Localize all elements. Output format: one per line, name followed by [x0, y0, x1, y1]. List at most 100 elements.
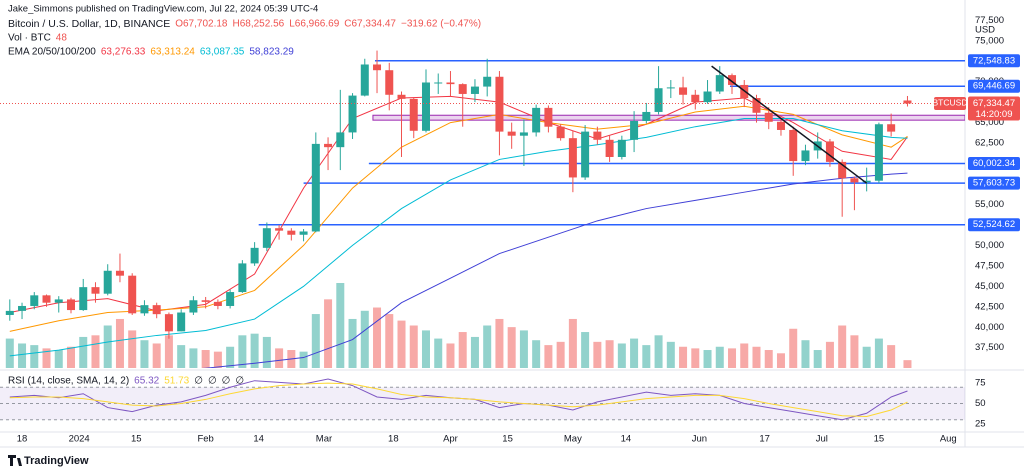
- candle-body: [91, 287, 100, 294]
- candle-body: [776, 121, 785, 130]
- level-label: 57,603.73: [973, 178, 1015, 189]
- volume-bar: [801, 340, 810, 368]
- volume-bar: [446, 343, 455, 368]
- volume-title: Vol · BTC: [8, 33, 51, 44]
- ema-value: 63,313.24: [150, 47, 195, 58]
- ohlc-value: −319.62 (−0.47%): [401, 19, 481, 30]
- volume-bar: [789, 328, 798, 368]
- x-tick-label: Jun: [692, 434, 707, 445]
- currency: USD: [975, 25, 995, 36]
- candle-body: [789, 129, 798, 162]
- y-tick-label: 65,000: [975, 117, 1004, 128]
- candle-body: [287, 230, 296, 235]
- x-tick-label: 14: [621, 434, 632, 445]
- volume-bar: [324, 299, 333, 368]
- volume-bar: [5, 338, 14, 368]
- candle-body: [213, 301, 222, 306]
- countdown: 14:20:09: [976, 109, 1013, 120]
- volume-bar: [813, 350, 822, 368]
- candle-body: [311, 143, 320, 232]
- volume-bar: [128, 330, 137, 368]
- y-tick-label: 42,500: [975, 301, 1004, 312]
- candle-body: [850, 178, 859, 183]
- volume-bar: [66, 346, 75, 368]
- x-tick-label: 2024: [69, 434, 90, 445]
- candle-body: [605, 139, 614, 157]
- x-tick-label: Aug: [940, 434, 957, 445]
- volume-bar: [250, 333, 259, 368]
- last-price-label: 67,334.47: [973, 98, 1015, 109]
- volume-bar: [825, 341, 834, 368]
- x-tick-label: Apr: [443, 434, 458, 445]
- x-tick-label: Jul: [816, 434, 828, 445]
- rsi-line: [9, 382, 908, 418]
- symbol-label: BTCUSD: [933, 98, 968, 108]
- volume-bar: [764, 350, 773, 368]
- volume-bar: [568, 318, 577, 368]
- volume-bar: [703, 350, 712, 368]
- volume-bar: [617, 343, 626, 368]
- volume-bar: [275, 348, 284, 368]
- rsi-extra: ∅: [194, 376, 203, 387]
- ema-line: [201, 172, 908, 368]
- candle-body: [336, 132, 345, 148]
- candle-body: [373, 64, 382, 71]
- candle-body: [140, 305, 149, 314]
- volume-bar: [519, 330, 528, 368]
- candle-body: [801, 150, 810, 162]
- candle-body: [752, 98, 761, 113]
- ema-title: EMA 20/50/100/200: [8, 47, 96, 58]
- candle-body: [201, 300, 210, 302]
- volume-bar: [654, 335, 663, 368]
- candle-body: [825, 141, 834, 162]
- volume-bar: [336, 283, 345, 368]
- candle-body: [581, 131, 590, 178]
- ema-line: [9, 118, 908, 357]
- candle-body: [483, 76, 492, 87]
- volume-bar: [177, 345, 186, 368]
- volume-bar: [213, 351, 222, 368]
- y-tick-label: 37,500: [975, 342, 1004, 353]
- volume-bar: [507, 327, 516, 368]
- last-price-bg: [968, 96, 1020, 121]
- volume-bar: [421, 330, 430, 368]
- y-tick-label: 55,000: [975, 199, 1004, 210]
- x-tick-label: 17: [759, 434, 770, 445]
- ohlc-value: H68,252.56: [232, 19, 284, 30]
- volume-bar: [189, 348, 198, 368]
- level-label: 69,446.69: [973, 81, 1015, 92]
- ohlc-value: O67,702.18: [175, 19, 228, 30]
- level-label: 60,002.34: [973, 158, 1015, 169]
- ohlc-value: C67,334.47: [344, 19, 396, 30]
- level-label-bg: [968, 218, 1020, 232]
- rsi-tick-label: 50: [975, 398, 986, 409]
- rsi-value: 65.32: [134, 376, 159, 387]
- candle-body: [679, 87, 688, 95]
- volume-bar: [874, 338, 883, 368]
- rsi-extra: ∅: [208, 376, 217, 387]
- price-pane: [0, 50, 965, 368]
- volume-bar: [115, 318, 124, 368]
- volume-bar: [385, 314, 394, 368]
- volume-bar: [483, 325, 492, 368]
- x-tick-label: 14: [253, 434, 264, 445]
- volume-bar: [740, 343, 749, 368]
- volume-bar: [666, 341, 675, 368]
- volume-bar: [54, 350, 63, 368]
- volume-bar: [581, 332, 590, 368]
- candle-body: [507, 131, 516, 136]
- volume-bar: [30, 345, 39, 368]
- candle-body: [42, 295, 51, 303]
- chart-title: Bitcoin / U.S. Dollar, 1D, BINANCE: [8, 18, 170, 30]
- rsi-tick-label: 25: [975, 418, 986, 429]
- volume-bar: [776, 353, 785, 368]
- y-tick-label: 77,500: [975, 15, 1004, 26]
- ema-value: 63,087.35: [200, 47, 245, 58]
- candle-body: [691, 94, 700, 103]
- volume-bar: [348, 318, 357, 368]
- candle-body: [556, 126, 565, 139]
- y-tick-label: 62,500: [975, 138, 1004, 149]
- candle-body: [703, 91, 712, 103]
- y-tick-label: 45,000: [975, 281, 1004, 292]
